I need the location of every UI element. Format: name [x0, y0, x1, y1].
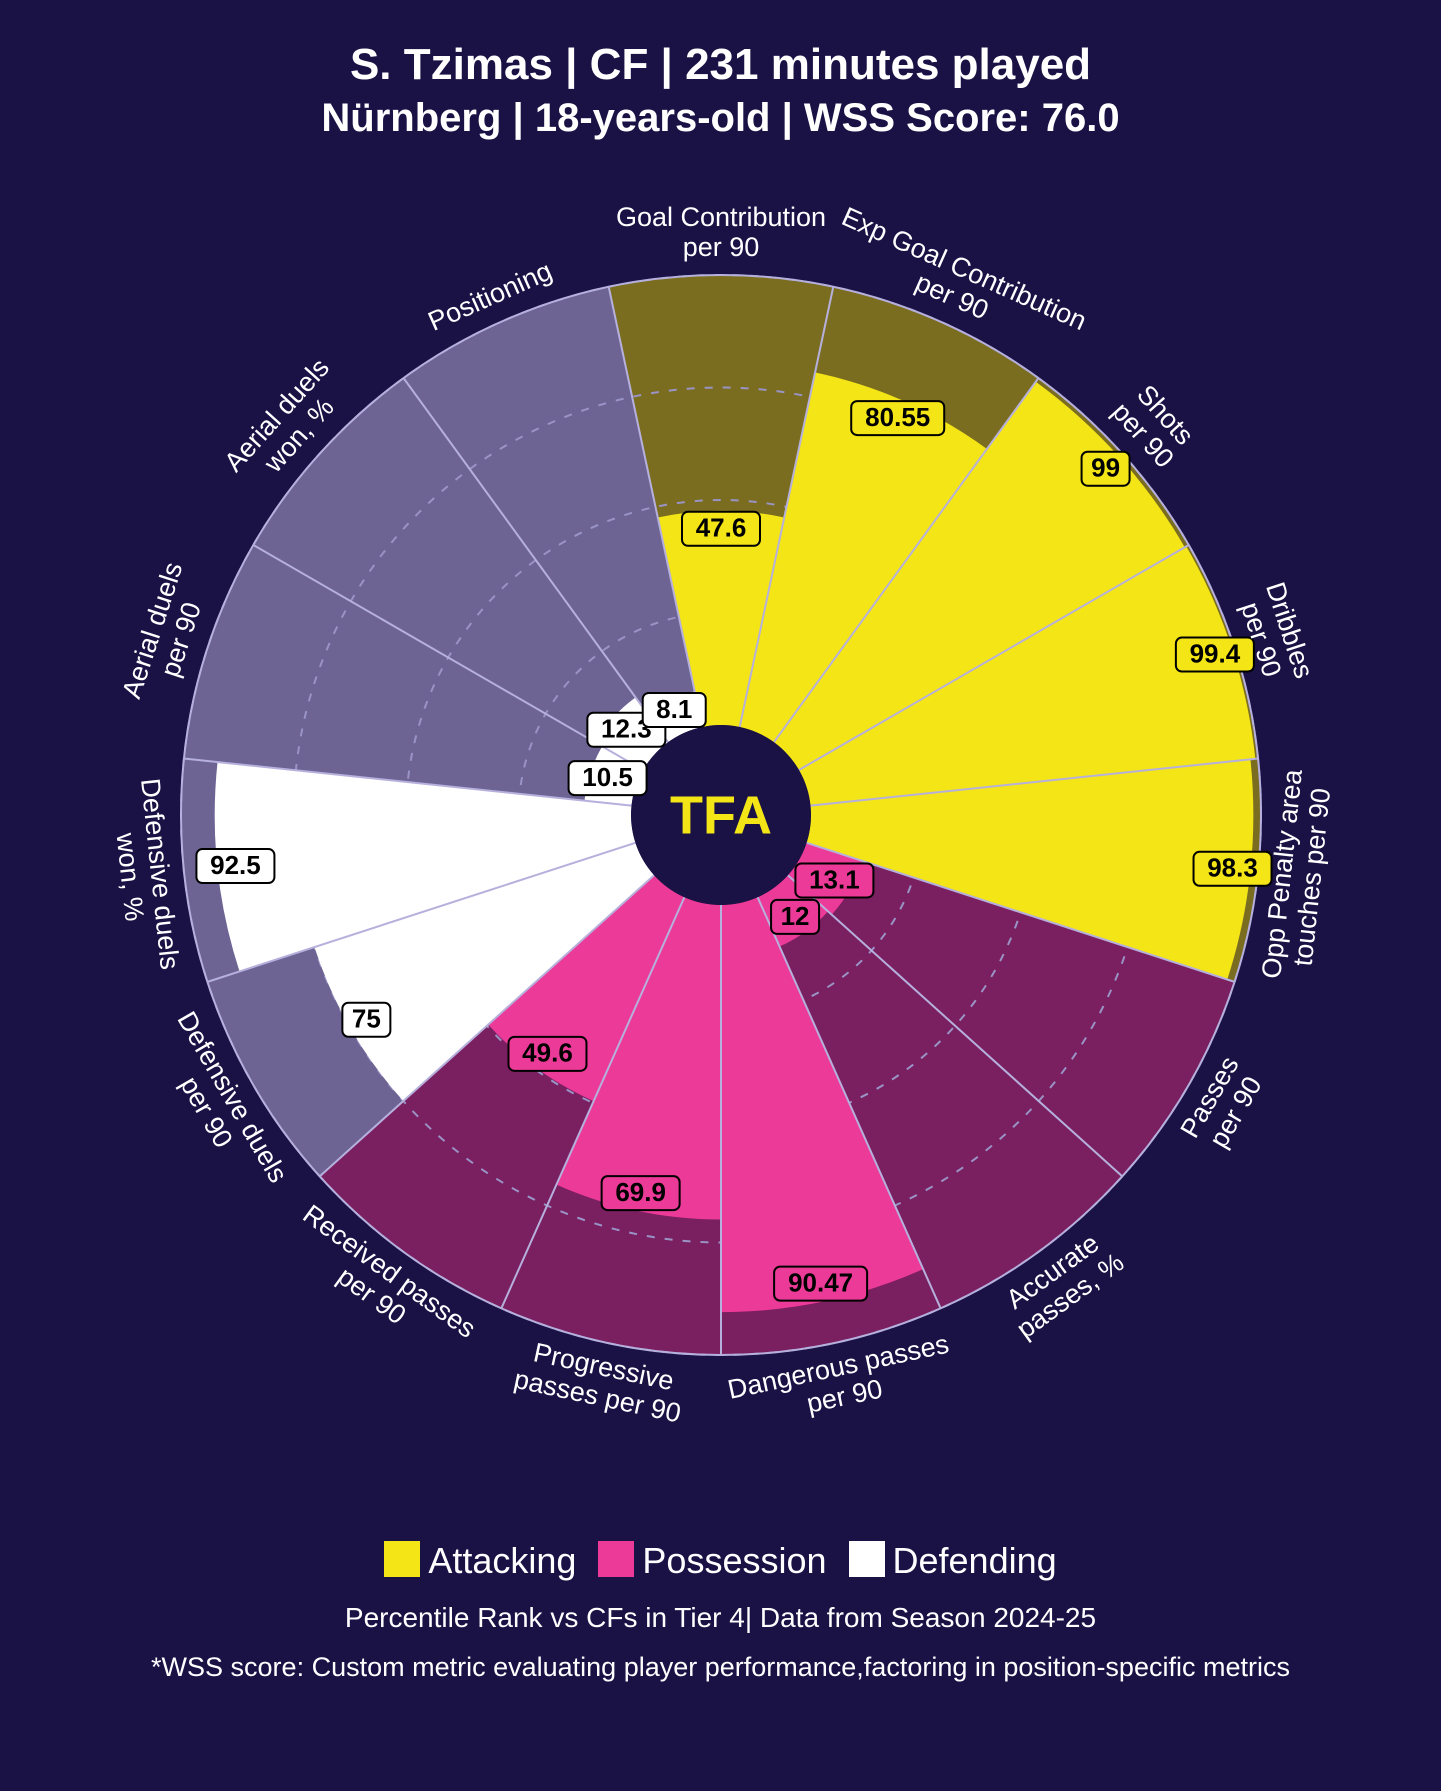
legend: Attacking Possession Defending Percentile … — [0, 1540, 1441, 1683]
title-line-1: S. Tzimas | CF | 231 minutes played — [0, 40, 1441, 90]
legend-item: Attacking — [384, 1540, 576, 1582]
legend-caption-1: Percentile Rank vs CFs in Tier 4| Data f… — [0, 1602, 1441, 1634]
center-logo: TFA — [670, 785, 772, 845]
title-line-2: Nürnberg | 18-years-old | WSS Score: 76.… — [0, 96, 1441, 141]
legend-caption-2: *WSS score: Custom metric evaluating pla… — [0, 1652, 1441, 1683]
value-label: 92.5 — [210, 850, 261, 880]
value-label: 69.9 — [615, 1177, 666, 1207]
chart-header: S. Tzimas | CF | 231 minutes played Nürn… — [0, 0, 1441, 141]
legend-row: Attacking Possession Defending — [0, 1540, 1441, 1582]
legend-item: Possession — [598, 1540, 826, 1582]
value-label: 98.3 — [1207, 853, 1258, 883]
legend-label: Attacking — [428, 1540, 576, 1581]
value-label: 13.1 — [809, 864, 860, 894]
legend-swatch — [598, 1541, 634, 1577]
legend-label: Defending — [893, 1540, 1057, 1581]
metric-label: per 90 — [682, 232, 759, 262]
value-label: 10.5 — [582, 762, 633, 792]
value-label: 80.55 — [865, 402, 930, 432]
radial-chart-svg: TFA 47.6 80.55 99 99.4 98.3 13.112 90.47 69.9 49.… — [71, 165, 1371, 1465]
value-label: 49.6 — [522, 1038, 573, 1068]
legend-swatch — [849, 1541, 885, 1577]
value-label: 12 — [780, 901, 809, 931]
value-label: 75 — [351, 1004, 380, 1034]
value-label: 90.47 — [788, 1268, 853, 1298]
value-label: 99 — [1091, 453, 1120, 483]
legend-item: Defending — [849, 1540, 1057, 1582]
metric-label: Goal Contribution — [615, 202, 825, 232]
legend-label: Possession — [642, 1540, 826, 1581]
value-label: 8.1 — [656, 694, 692, 724]
value-label: 99.4 — [1189, 638, 1240, 668]
radial-chart: TFA 47.6 80.55 99 99.4 98.3 13.112 90.47 69.9 49.… — [71, 165, 1371, 1465]
legend-swatch — [384, 1541, 420, 1577]
value-label: 47.6 — [695, 513, 746, 543]
page: S. Tzimas | CF | 231 minutes played Nürn… — [0, 0, 1441, 1791]
